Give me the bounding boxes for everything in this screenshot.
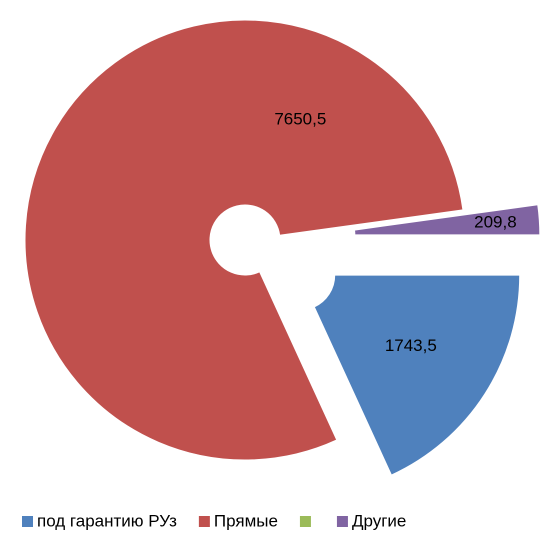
data-label: 209,8 bbox=[474, 212, 517, 231]
data-label: 1743,5 bbox=[385, 336, 437, 355]
slice bbox=[313, 274, 521, 476]
legend-swatch bbox=[22, 516, 33, 527]
legend-swatch bbox=[198, 516, 210, 527]
legend-label: Другие bbox=[352, 511, 406, 530]
slice bbox=[24, 19, 464, 461]
legend-swatch bbox=[336, 516, 348, 527]
legend-swatch bbox=[299, 516, 311, 527]
slice bbox=[353, 204, 541, 236]
legend-label: под гарантию РУз bbox=[37, 511, 177, 530]
data-label: 7650,5 bbox=[274, 110, 326, 129]
legend-label: Прямые bbox=[214, 511, 278, 530]
